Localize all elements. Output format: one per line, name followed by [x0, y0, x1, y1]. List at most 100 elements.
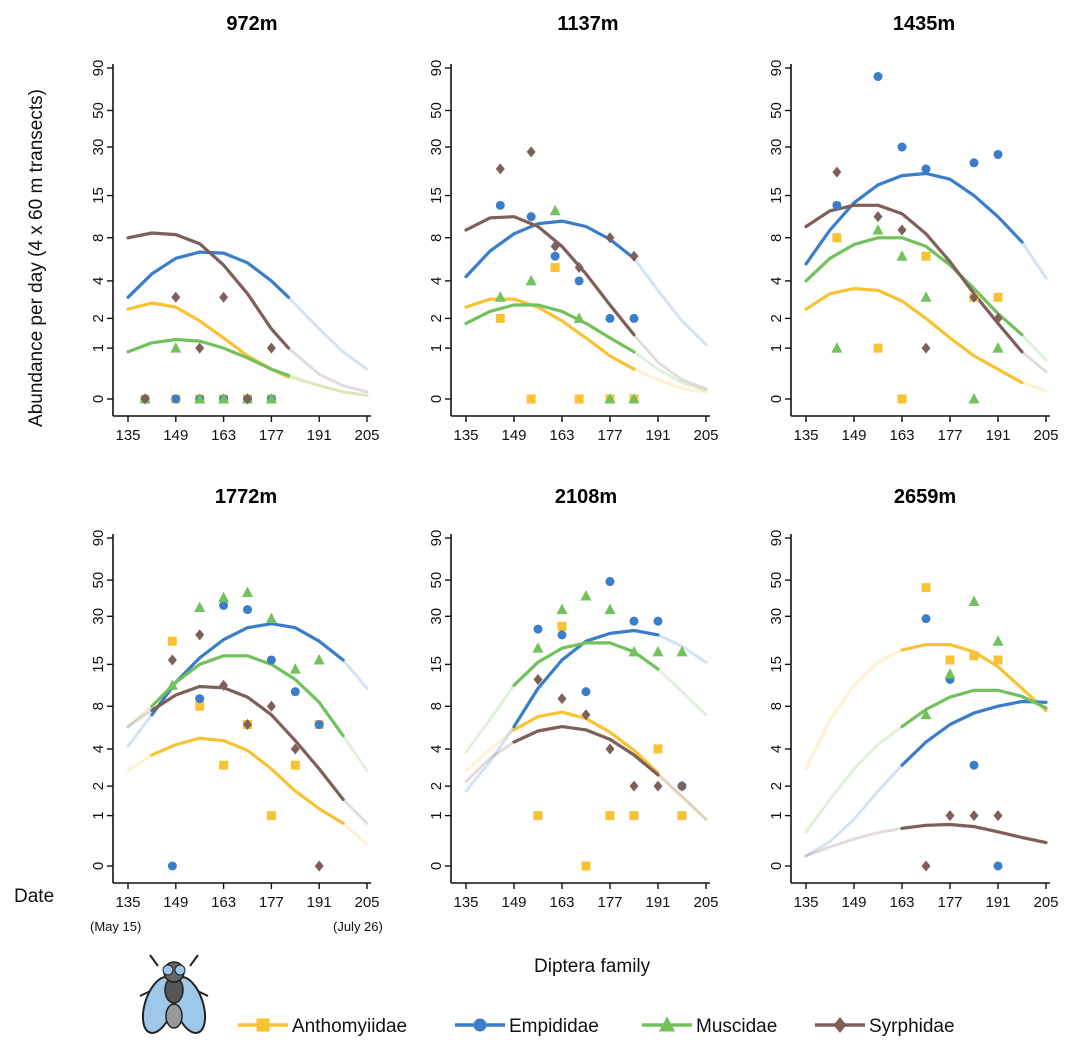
data-point — [628, 645, 640, 657]
y-tick-label: 30 — [90, 608, 107, 625]
legend-marker — [659, 1016, 675, 1032]
y-tick-label: 0 — [768, 862, 785, 870]
data-point — [573, 312, 585, 323]
y-tick-label: 0 — [90, 395, 107, 403]
x-tick-label: 149 — [163, 427, 188, 444]
fitted-curve — [804, 203, 1024, 354]
fitted-curve — [512, 725, 660, 777]
data-point — [921, 251, 931, 261]
data-point — [652, 645, 664, 657]
y-tick-label: 90 — [428, 60, 445, 77]
y-tick-label: 90 — [768, 530, 785, 547]
data-point — [550, 251, 560, 261]
fitted-curve — [464, 215, 636, 337]
data-point — [581, 709, 591, 721]
y-tick-label: 4 — [428, 745, 445, 753]
x-tick-label: 177 — [937, 427, 962, 444]
y-tick-label: 8 — [768, 702, 785, 710]
y-tick-label: 50 — [428, 102, 445, 119]
data-point — [676, 645, 688, 657]
chart-panel: 1137m 0 1 2 4 8 15 30 50 90 135 149 163 177 191 205 — [428, 13, 719, 444]
data-point — [945, 810, 955, 822]
data-point — [993, 861, 1003, 871]
data-point — [969, 158, 979, 168]
x-tick-label: 163 — [549, 894, 574, 911]
data-point — [921, 860, 931, 872]
y-tick-label: 90 — [90, 530, 107, 547]
data-point — [872, 224, 884, 235]
data-point — [219, 760, 229, 770]
x-tick-label: 191 — [985, 427, 1010, 444]
data-point — [945, 655, 955, 665]
data-point — [266, 700, 276, 712]
data-point — [167, 654, 177, 666]
y-tick-label: 0 — [768, 395, 785, 403]
data-point — [653, 744, 663, 754]
fitted-curve — [804, 287, 1024, 385]
x-axis-label: Diptera family — [534, 956, 651, 977]
y-tick-label: 1 — [768, 344, 785, 352]
x-tick-label: 135 — [453, 427, 478, 444]
data-point — [265, 393, 277, 404]
y-tick-label: 4 — [768, 277, 785, 285]
data-point — [993, 292, 1003, 302]
data-point — [290, 687, 300, 697]
data-point — [969, 651, 979, 661]
chart-panel: 2108m 0 1 2 4 8 15 30 50 90 135 149 163 177 191 205 — [428, 486, 719, 911]
y-tick-label: 30 — [428, 139, 445, 156]
x-tick-label: 191 — [645, 894, 670, 911]
x-tick-label: 205 — [693, 894, 718, 911]
data-point — [526, 212, 536, 222]
x-tick-label: 177 — [259, 427, 284, 444]
data-point — [897, 394, 907, 404]
y-tick-label: 30 — [90, 139, 107, 156]
y-tick-label: 2 — [90, 782, 107, 790]
data-point — [653, 616, 663, 626]
data-point — [218, 393, 230, 404]
y-tick-label: 8 — [90, 234, 107, 242]
fitted-curve-faded — [464, 641, 708, 754]
fitted-curve-faded — [126, 250, 369, 371]
y-tick-label: 2 — [768, 782, 785, 790]
fitted-curve — [512, 628, 660, 729]
x-tick-label: 191 — [307, 894, 332, 911]
data-point — [495, 313, 505, 323]
legend-item: Syrphidae — [815, 1016, 955, 1037]
y-tick-label: 4 — [428, 277, 445, 285]
y-tick-label: 8 — [90, 702, 107, 710]
data-point — [831, 342, 843, 353]
legend: Anthomyiidae Empididae Muscidae Syrphidae — [238, 1016, 955, 1037]
x-tick-label: 177 — [937, 894, 962, 911]
data-point — [968, 393, 980, 404]
y-tick-label: 30 — [428, 608, 445, 625]
y-tick-label: 8 — [428, 702, 445, 710]
y-tick-label: 90 — [768, 60, 785, 77]
data-point — [628, 393, 640, 404]
y-tick-label: 8 — [428, 234, 445, 242]
chart-panel: 972m 0 1 2 4 8 15 30 50 90 135 149 163 177 191 205 — [90, 13, 380, 444]
x-tick-label: 163 — [549, 427, 574, 444]
data-point — [289, 663, 301, 674]
panel-title: 972m — [226, 13, 277, 35]
fly-icon — [139, 954, 209, 1034]
data-point — [526, 394, 536, 404]
data-point — [171, 394, 181, 404]
data-point — [605, 577, 615, 587]
x-tick-label: 205 — [354, 427, 379, 444]
x-tick-label: 135 — [453, 894, 478, 911]
x-tick-label: 149 — [841, 894, 866, 911]
data-point — [557, 621, 567, 631]
data-point — [556, 603, 568, 615]
x-tick-label: 177 — [259, 894, 284, 911]
data-point — [195, 629, 205, 641]
y-tick-label: 50 — [428, 572, 445, 589]
x-tick-label: 135 — [115, 894, 140, 911]
data-point — [195, 694, 205, 704]
data-point — [219, 679, 229, 691]
y-tick-label: 15 — [428, 656, 445, 673]
y-tick-label: 50 — [768, 102, 785, 119]
x-tick-label: 205 — [1033, 427, 1058, 444]
data-point — [195, 342, 205, 354]
